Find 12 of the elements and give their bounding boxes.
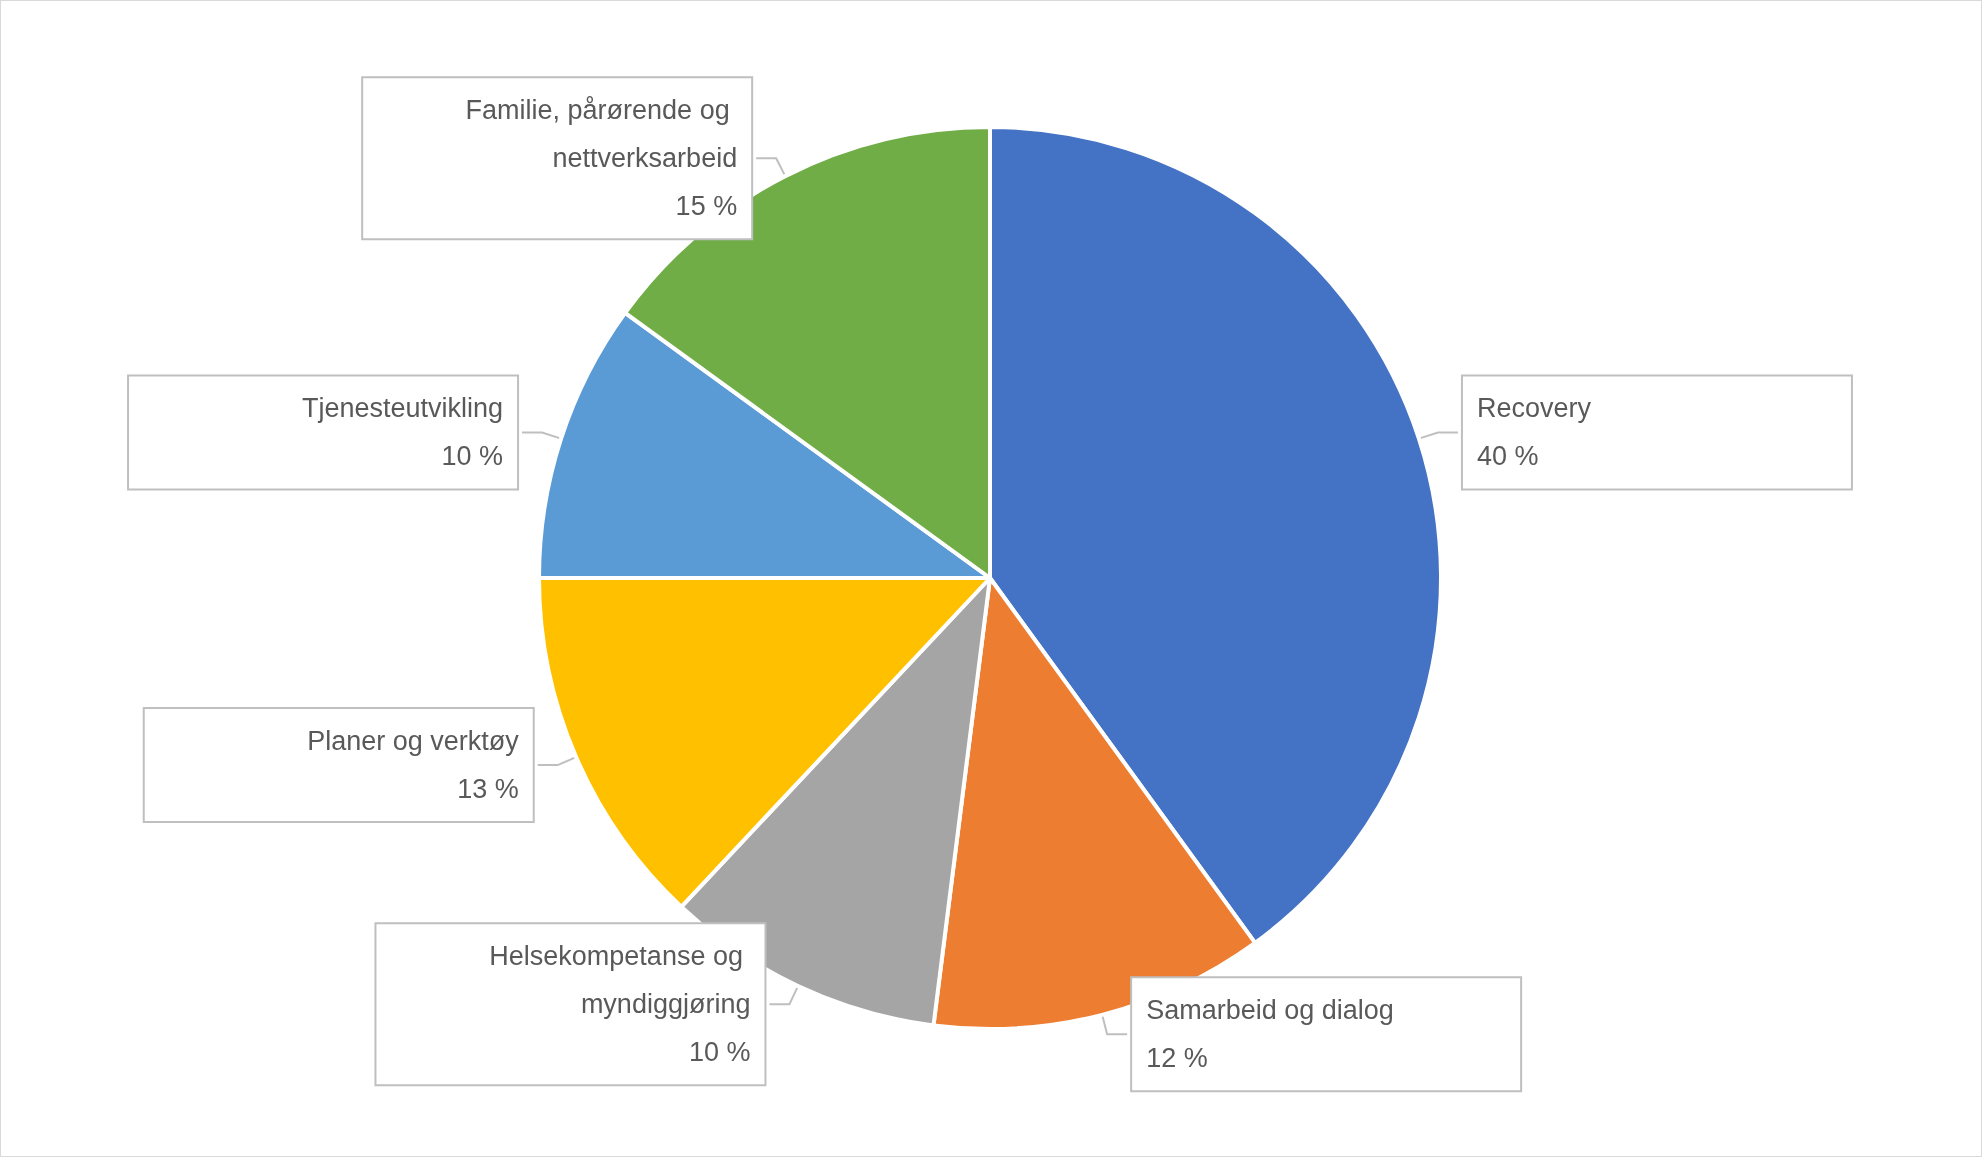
slice-label: Planer og verktøy [307, 726, 520, 757]
data-label: 12 % [1146, 1043, 1208, 1074]
data-label: 10 % [688, 1037, 751, 1068]
slice-label: Familie, pårørende og nettverksarbeid [465, 95, 738, 174]
data-label: 13 % [457, 774, 519, 805]
slice-label: Recovery [1476, 393, 1592, 424]
data-label: 10 % [441, 441, 504, 472]
slice-label: Tjenesteutvikling [301, 393, 504, 424]
slice-label: Helsekompetanse og myndiggjøring [489, 941, 751, 1020]
slice-label: Samarbeid og dialog [1146, 995, 1394, 1026]
data-label: 15 % [675, 191, 738, 222]
data-label: 40 % [1476, 441, 1539, 472]
